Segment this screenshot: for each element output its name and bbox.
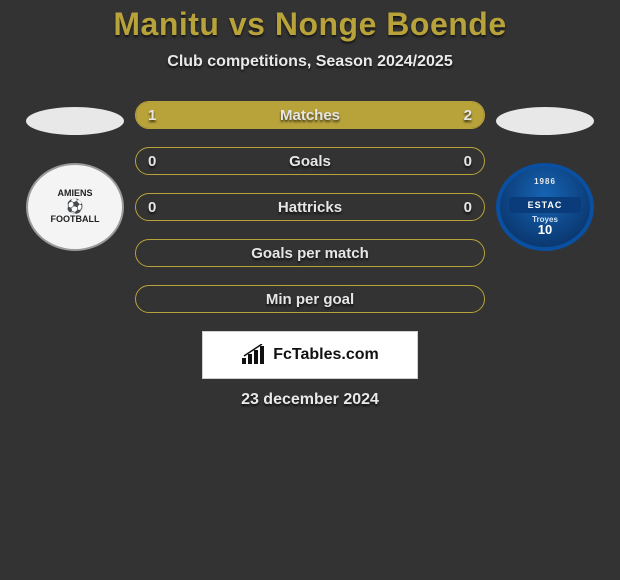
stat-label: Hattricks bbox=[278, 199, 342, 216]
club-left-name: AMIENS bbox=[57, 188, 92, 198]
brand-text: FcTables.com bbox=[273, 346, 379, 364]
stat-label: Goals bbox=[289, 153, 331, 170]
club-badge-left: AMIENS ⚽ FOOTBALL bbox=[26, 163, 124, 251]
stat-value-left: 0 bbox=[148, 194, 156, 220]
club-left-sub: FOOTBALL bbox=[51, 214, 100, 224]
comparison-columns: AMIENS ⚽ FOOTBALL 1 2 Matches 0 0 Goals 0 0 Hatt… bbox=[0, 101, 620, 313]
stat-bar: Goals per match bbox=[135, 239, 485, 267]
stat-value-right: 2 bbox=[464, 102, 472, 128]
club-right-year: 1986 bbox=[500, 177, 590, 186]
player-right-photo-placeholder bbox=[496, 107, 594, 135]
stat-value-right: 0 bbox=[464, 194, 472, 220]
player-right-column: 1986 ESTAC Troyes 10 bbox=[485, 101, 605, 251]
brand-box: FcTables.com bbox=[202, 331, 418, 379]
stat-bar: 1 2 Matches bbox=[135, 101, 485, 129]
stat-label: Min per goal bbox=[266, 291, 354, 308]
stat-value-left: 1 bbox=[148, 102, 156, 128]
club-badge-right: 1986 ESTAC Troyes 10 bbox=[496, 163, 594, 251]
stat-value-right: 0 bbox=[464, 148, 472, 174]
player-left-photo-placeholder bbox=[26, 107, 124, 135]
stat-bar: 0 0 Hattricks bbox=[135, 193, 485, 221]
stat-value-left: 0 bbox=[148, 148, 156, 174]
stat-label: Matches bbox=[280, 107, 340, 124]
stat-label: Goals per match bbox=[251, 245, 369, 262]
date: 23 december 2024 bbox=[0, 391, 620, 409]
club-right-number: 10 bbox=[500, 222, 590, 237]
comparison-card: Manitu vs Nonge Boende Club competitions… bbox=[0, 0, 620, 580]
brand-chart-icon bbox=[241, 344, 267, 366]
stat-bar: Min per goal bbox=[135, 285, 485, 313]
stat-bar: 0 0 Goals bbox=[135, 147, 485, 175]
player-left-column: AMIENS ⚽ FOOTBALL bbox=[15, 101, 135, 251]
page-title: Manitu vs Nonge Boende bbox=[0, 6, 620, 43]
stat-bars: 1 2 Matches 0 0 Goals 0 0 Hattricks Goals per mat… bbox=[135, 101, 485, 313]
club-right-name: ESTAC bbox=[509, 197, 581, 213]
subtitle: Club competitions, Season 2024/2025 bbox=[0, 53, 620, 71]
club-badge-left-text: AMIENS ⚽ FOOTBALL bbox=[51, 189, 100, 224]
